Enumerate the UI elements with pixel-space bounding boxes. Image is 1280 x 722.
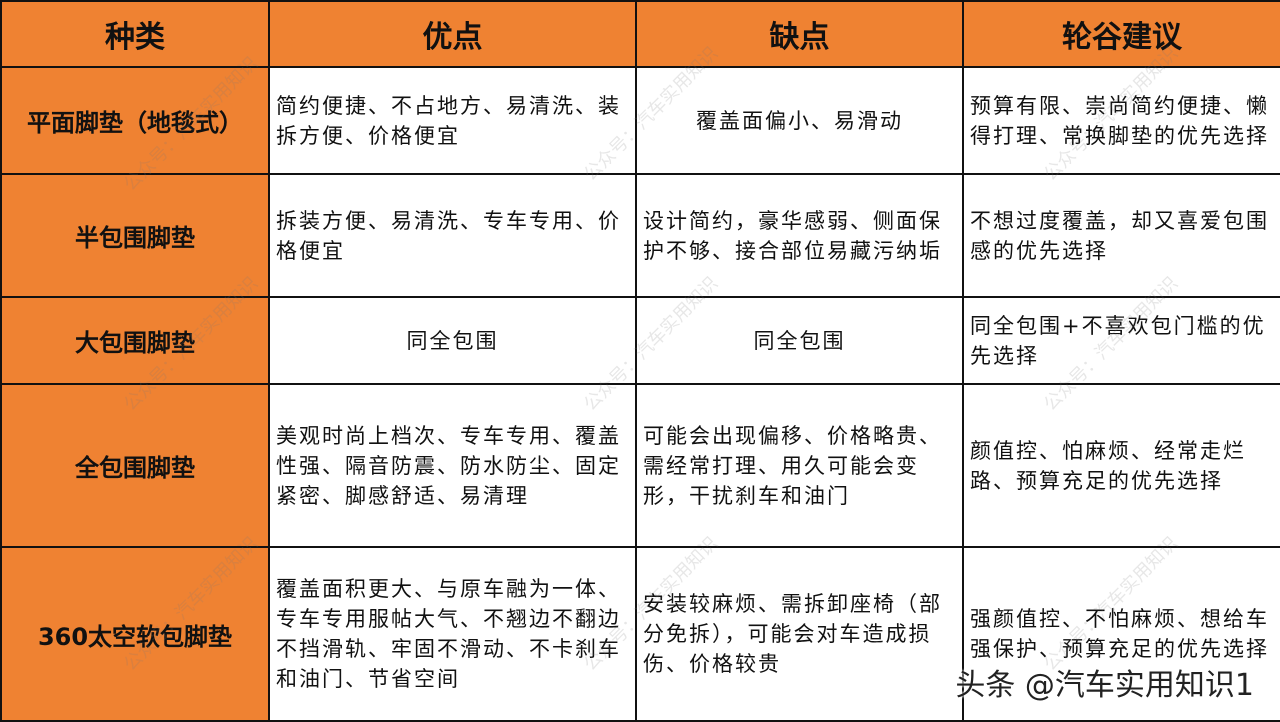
header-pros: 优点 (268, 0, 637, 68)
kind-cell: 半包围脚垫 (0, 173, 270, 298)
table-row: 半包围脚垫 拆装方便、易清洗、专车专用、价格便宜 设计简约，豪华感弱、侧面保护不… (0, 173, 1280, 298)
cons-cell: 可能会出现偏移、价格略贵、需经常打理、用久可能会变形，干扰刹车和油门 (635, 383, 964, 548)
signature: 头条 @汽车实用知识1 (955, 668, 1254, 703)
cons-cell: 覆盖面偏小、易滑动 (635, 66, 964, 175)
header-advice: 轮谷建议 (962, 0, 1280, 68)
cons-cell: 同全包围 (635, 296, 964, 385)
advice-cell: 预算有限、崇尚简约便捷、懒得打理、常换脚垫的优先选择 (962, 66, 1280, 175)
header-cons: 缺点 (635, 0, 964, 68)
kind-cell: 平面脚垫（地毯式） (0, 66, 270, 175)
advice-cell: 不想过度覆盖，却又喜爱包围感的优先选择 (962, 173, 1280, 298)
header-kind: 种类 (0, 0, 270, 68)
pros-cell: 简约便捷、不占地方、易清洗、装拆方便、价格便宜 (268, 66, 637, 175)
table-row: 平面脚垫（地毯式） 简约便捷、不占地方、易清洗、装拆方便、价格便宜 覆盖面偏小、… (0, 66, 1280, 175)
advice-cell: 同全包围+不喜欢包门槛的优先选择 (962, 296, 1280, 385)
pros-cell: 拆装方便、易清洗、专车专用、价格便宜 (268, 173, 637, 298)
table-row: 全包围脚垫 美观时尚上档次、专车专用、覆盖性强、隔音防震、防水防尘、固定紧密、脚… (0, 383, 1280, 548)
kind-cell: 大包围脚垫 (0, 296, 270, 385)
cons-cell: 安装较麻烦、需拆卸座椅（部分免拆），可能会对车造成损伤、价格较贵 (635, 546, 964, 722)
table-row: 大包围脚垫 同全包围 同全包围 同全包围+不喜欢包门槛的优先选择 (0, 296, 1280, 385)
kind-cell: 360太空软包脚垫 (0, 546, 270, 722)
table-row: 360太空软包脚垫 覆盖面积更大、与原车融为一体、专车专用服帖大气、不翘边不翻边… (0, 546, 1280, 722)
kind-cell: 全包围脚垫 (0, 383, 270, 548)
cons-cell: 设计简约，豪华感弱、侧面保护不够、接合部位易藏污纳垢 (635, 173, 964, 298)
pros-cell: 美观时尚上档次、专车专用、覆盖性强、隔音防震、防水防尘、固定紧密、脚感舒适、易清… (268, 383, 637, 548)
pros-cell: 同全包围 (268, 296, 637, 385)
header-row: 种类 优点 缺点 轮谷建议 (0, 0, 1280, 68)
advice-cell: 颜值控、怕麻烦、经常走烂路、预算充足的优先选择 (962, 383, 1280, 548)
pros-cell: 覆盖面积更大、与原车融为一体、专车专用服帖大气、不翘边不翻边不挡滑轨、牢固不滑动… (268, 546, 637, 722)
